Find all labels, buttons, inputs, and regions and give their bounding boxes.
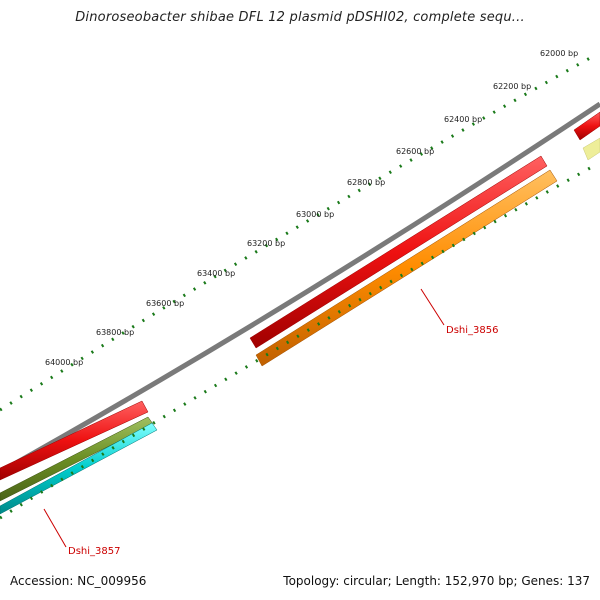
ruler-arc xyxy=(0,56,591,412)
ruler-label: 62200 bp xyxy=(493,82,531,91)
gene-feature[interactable] xyxy=(249,155,548,349)
plasmid-backbone xyxy=(0,101,600,475)
gene-labels: Dshi_3856 Dshi_3857 xyxy=(43,288,498,557)
gene-track[interactable] xyxy=(0,111,600,515)
gene-feature[interactable] xyxy=(573,111,600,141)
ruler-label: 63800 bp xyxy=(96,328,134,337)
accession-text: Accession: NC_009956 xyxy=(10,574,147,588)
ruler-label: 64000 bp xyxy=(45,358,83,367)
leader-line xyxy=(43,508,67,548)
gene-feature[interactable] xyxy=(0,422,158,515)
ruler-label: 62400 bp xyxy=(444,115,482,124)
ruler-label: 63200 bp xyxy=(247,239,285,248)
gene-feature[interactable] xyxy=(255,169,558,367)
ruler-label: 62600 bp xyxy=(396,147,434,156)
ruler-label: 62800 bp xyxy=(347,178,385,187)
leader-line xyxy=(420,288,445,326)
map-title: Dinoroseobacter shibae DFL 12 plasmid pD… xyxy=(75,10,525,25)
ruler-label: 63400 bp xyxy=(197,269,235,278)
gene-label[interactable]: Dshi_3857 xyxy=(68,546,120,557)
gene-feature[interactable] xyxy=(582,137,600,161)
gene-label[interactable]: Dshi_3856 xyxy=(446,325,498,336)
ruler-label: 63600 bp xyxy=(146,299,184,308)
ruler-label: 62000 bp xyxy=(540,49,578,58)
position-ruler: 62000 bp 62200 bp 62400 bp 62600 bp 6280… xyxy=(0,49,591,412)
summary-text: Topology: circular; Length: 152,970 bp; … xyxy=(283,574,590,588)
gene-feature[interactable] xyxy=(0,400,149,481)
ruler-label: 63000 bp xyxy=(296,210,334,219)
inner-ruler-arc xyxy=(0,166,591,520)
